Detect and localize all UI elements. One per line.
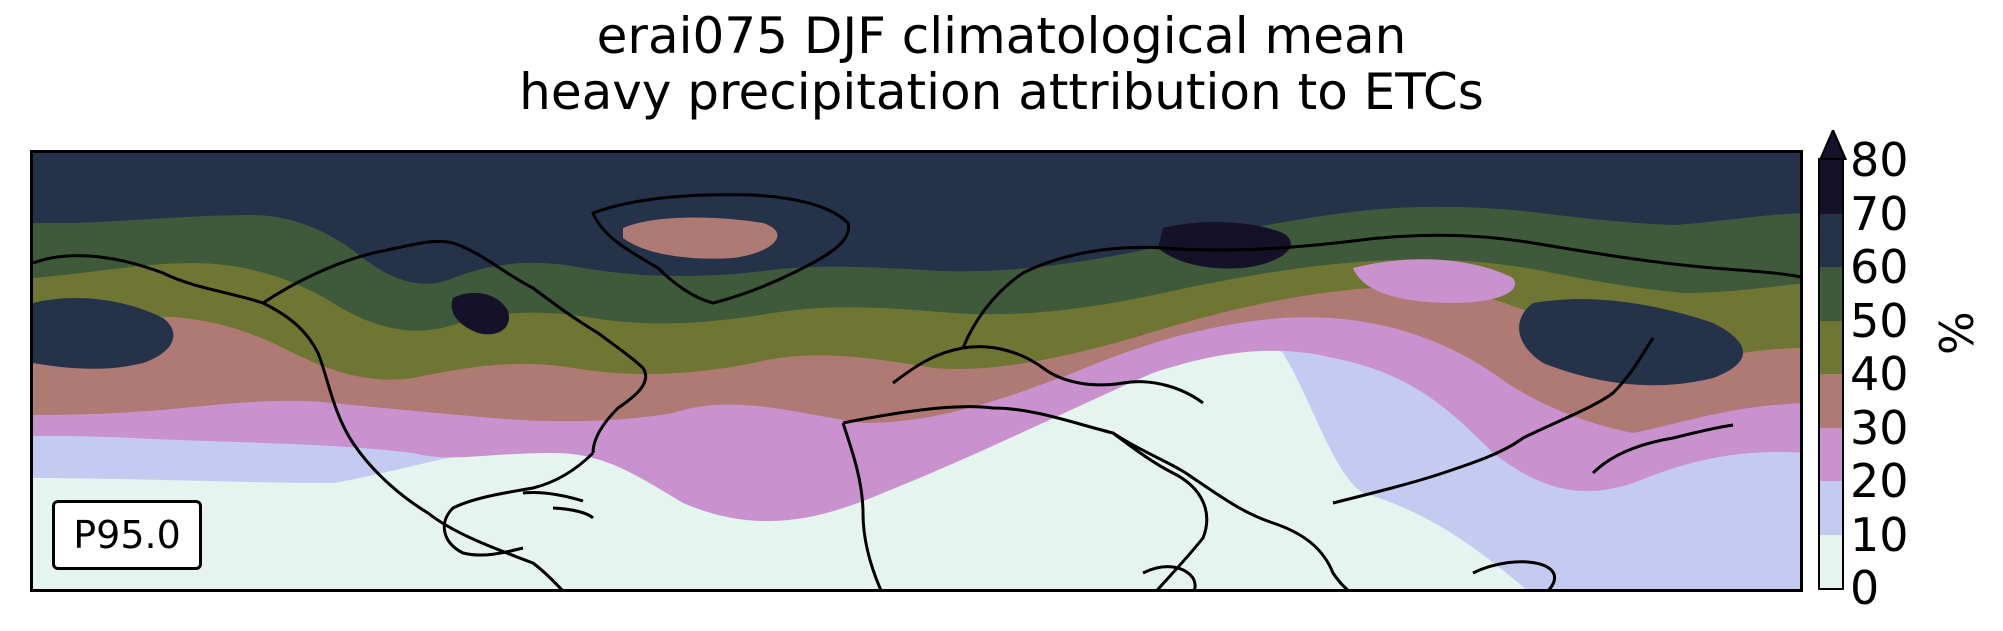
colorbar-tick-label: 80 [1850,133,1909,187]
colorbar-segment [1820,534,1842,588]
colorbar [1818,158,1844,590]
colorbar-segment [1820,160,1842,214]
band-70-80-siberia [1158,221,1291,269]
colorbar-tick-label: 60 [1850,240,1909,294]
colorbar-tick-label: 0 [1850,561,1880,615]
colorbar-tick-label: 70 [1850,186,1909,241]
colorbar-segment [1820,374,1842,428]
colorbar-tick-label: 10 [1850,507,1909,562]
title-line-2: heavy precipitation attribution to ETCs [519,63,1484,121]
band-20-30-eurasia [1353,259,1515,303]
colorbar-segment [1820,427,1842,481]
colorbar-unit-label: % [1930,311,1984,355]
colorbar-tick-label: 50 [1850,293,1909,348]
map-panel [30,150,1803,592]
band-60-70-pacific [1519,299,1743,386]
map-field [33,153,1800,589]
band-70-80-canada [451,292,509,335]
colorbar-segment [1820,481,1842,535]
colorbar-extend-arrow [1818,130,1848,160]
coastlines [33,193,1800,589]
title-line-1: erai075 DJF climatological mean [596,7,1407,65]
colorbar-tick-label: 30 [1850,400,1909,455]
band-60-70-westna [33,298,174,369]
colorbar-segment [1820,320,1842,374]
colorbar-segment [1820,213,1842,267]
chart-title: erai075 DJF climatological mean heavy pr… [0,8,2003,120]
percentile-badge: P95.0 [52,500,202,570]
colorbar-tick-label: 20 [1850,454,1909,508]
colorbar-tick-label: 40 [1850,347,1909,401]
colorbar-segment [1820,267,1842,321]
band-30-40-greenland [623,217,778,259]
